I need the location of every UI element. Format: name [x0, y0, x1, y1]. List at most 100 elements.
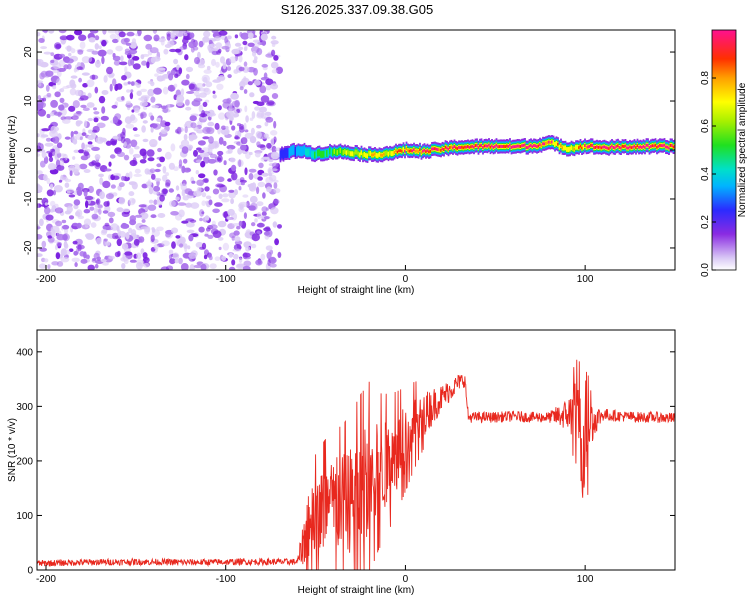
noise-speckle: [39, 61, 49, 68]
signal-cell: [564, 146, 567, 150]
noise-speckle: [129, 92, 134, 100]
signal-cell: [495, 143, 498, 147]
noise-speckle: [169, 258, 176, 265]
noise-speckle: [64, 182, 70, 188]
noise-speckle: [122, 208, 130, 213]
noise-speckle: [168, 200, 176, 207]
signal-cell: [626, 146, 628, 150]
noise-speckle: [133, 134, 141, 137]
noise-speckle: [242, 194, 249, 198]
noise-speckle: [271, 145, 277, 154]
noise-speckle: [148, 186, 154, 195]
noise-speckle: [91, 213, 99, 220]
signal-cell: [575, 145, 577, 149]
noise-speckle: [156, 67, 166, 71]
signal-cell: [543, 142, 546, 146]
noise-speckle: [104, 222, 110, 227]
noise-speckle: [108, 255, 115, 260]
noise-speckle: [118, 31, 126, 38]
noise-speckle: [97, 204, 103, 209]
signal-cell: [318, 151, 321, 155]
signal-cell: [392, 152, 394, 155]
signal-cell: [324, 152, 327, 156]
noise-speckle: [238, 206, 245, 213]
noise-speckle: [165, 172, 170, 177]
signal-cell: [663, 143, 666, 147]
noise-speckle: [98, 95, 106, 104]
signal-cell: [485, 144, 487, 148]
signal-cell: [492, 145, 495, 149]
signal-cell: [416, 149, 418, 153]
noise-speckle: [212, 79, 221, 83]
noise-speckle: [109, 83, 113, 92]
noise-speckle: [85, 200, 89, 209]
noise-speckle: [189, 32, 195, 39]
noise-speckle: [208, 136, 214, 144]
signal-cell: [599, 145, 601, 149]
signal-cell: [440, 148, 442, 152]
signal-cell: [455, 146, 457, 150]
noise-speckle: [243, 212, 247, 220]
signal-cell: [609, 145, 612, 149]
noise-speckle: [128, 227, 133, 234]
noise-speckle: [94, 161, 101, 170]
noise-speckle: [181, 30, 186, 34]
noise-speckle: [203, 69, 212, 74]
signal-cell: [494, 145, 496, 149]
noise-speckle: [39, 247, 47, 252]
signal-cell: [519, 145, 522, 148]
noise-speckle: [94, 263, 99, 269]
noise-speckle: [222, 61, 227, 70]
noise-speckle: [125, 100, 132, 106]
noise-speckle: [249, 185, 257, 192]
noise-speckle: [271, 42, 276, 48]
signal-cell: [336, 150, 339, 154]
noise-speckle: [185, 66, 194, 73]
noise-speckle: [263, 216, 270, 220]
noise-speckle: [140, 248, 145, 255]
noise-speckle: [234, 34, 239, 39]
noise-speckle: [227, 74, 232, 79]
noise-speckle: [56, 78, 62, 86]
y-tick-label: 20: [23, 46, 34, 58]
signal-cell: [377, 154, 379, 158]
noise-speckle: [83, 209, 91, 214]
noise-speckle: [177, 202, 187, 206]
noise-speckle: [68, 105, 76, 112]
signal-cell: [590, 143, 592, 147]
noise-speckle: [112, 53, 116, 58]
noise-speckle: [209, 113, 213, 118]
noise-speckle: [68, 215, 75, 220]
noise-speckle: [214, 202, 223, 207]
noise-speckle: [170, 30, 179, 37]
noise-speckle: [269, 174, 277, 182]
signal-cell: [600, 146, 603, 150]
noise-speckle: [127, 81, 131, 85]
noise-speckle: [153, 185, 161, 192]
noise-speckle: [101, 106, 106, 114]
noise-speckle: [181, 189, 186, 197]
noise-speckle: [125, 172, 130, 178]
signal-cell: [618, 146, 621, 149]
noise-speckle: [151, 105, 159, 109]
noise-speckle: [247, 42, 255, 47]
noise-speckle: [43, 258, 49, 263]
noise-speckle: [88, 56, 93, 63]
noise-speckle: [221, 45, 230, 50]
noise-speckle: [59, 35, 68, 41]
noise-speckle: [145, 181, 153, 187]
noise-speckle: [153, 199, 158, 205]
noise-speckle: [196, 147, 202, 151]
signal-cell: [395, 149, 397, 153]
noise-speckle: [185, 73, 190, 80]
noise-speckle: [91, 50, 99, 55]
noise-speckle: [151, 229, 160, 237]
signal-cell: [342, 151, 345, 154]
noise-speckle: [101, 39, 107, 47]
signal-cell: [608, 147, 610, 151]
noise-speckle: [231, 223, 241, 227]
noise-speckle: [207, 121, 215, 127]
noise-speckle: [127, 58, 132, 67]
signal-cell: [320, 152, 322, 156]
noise-speckle: [193, 98, 203, 102]
